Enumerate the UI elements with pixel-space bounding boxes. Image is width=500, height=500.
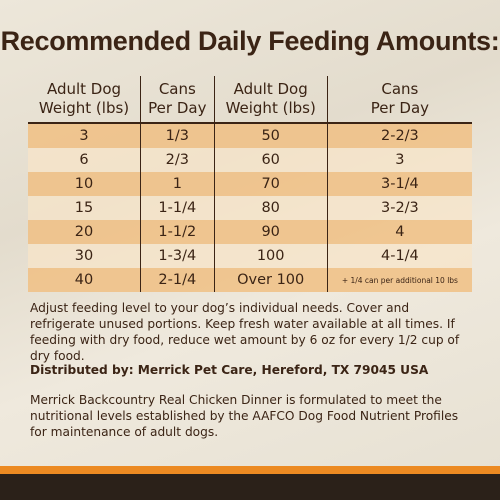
table-row: 10 1 70 3-1/4 — [28, 172, 472, 196]
table-row: 6 2/3 60 3 — [28, 148, 472, 172]
table-body: 3 1/3 50 2-2/3 6 2/3 60 3 10 1 70 3-1/4 15 1-1/4 80 3-2… — [28, 123, 472, 292]
table-cell: 3-2/3 — [326, 196, 472, 220]
table-cell: 100 — [213, 244, 328, 268]
table-cell: 4-1/4 — [326, 244, 472, 268]
table-cell: 3 — [326, 148, 472, 172]
table-cell: 4 — [326, 220, 472, 244]
orange-stripe — [0, 466, 500, 474]
footer-bar — [0, 474, 500, 500]
table-row: 3 1/3 50 2-2/3 — [28, 123, 472, 148]
title: Recommended Daily Feeding Amounts: — [0, 26, 500, 56]
table-cell: 90 — [213, 220, 328, 244]
table-cell: + 1/4 can per additional 10 lbs — [326, 268, 472, 292]
table-cell: 3-1/4 — [326, 172, 472, 196]
instructions: Adjust feeding level to your dog’s indiv… — [30, 301, 460, 363]
table-cell: 15 — [28, 196, 141, 220]
table-cell: 2/3 — [140, 148, 215, 172]
column-header: Adult Dog Weight (lbs) — [213, 76, 328, 124]
table-cell: 2-1/4 — [140, 268, 215, 292]
table-cell: 1-3/4 — [140, 244, 215, 268]
table-cell: 70 — [213, 172, 328, 196]
table-cell: 80 — [213, 196, 328, 220]
distributor: Distributed by: Merrick Pet Care, Herefo… — [30, 363, 429, 377]
column-header: Cans Per Day — [326, 76, 472, 124]
table-cell: 30 — [28, 244, 141, 268]
table-cell: 6 — [28, 148, 141, 172]
table-cell: 50 — [213, 123, 328, 148]
table-cell: 1 — [140, 172, 215, 196]
table-cell: 2-2/3 — [326, 123, 472, 148]
table-cell: 60 — [213, 148, 328, 172]
table-cell: Over 100 — [213, 268, 328, 292]
table-cell: 40 — [28, 268, 141, 292]
feeding-table: Adult Dog Weight (lbs) Cans Per Day Adult … — [28, 76, 472, 292]
table-cell: 1/3 — [140, 123, 215, 148]
table-cell: 1-1/2 — [140, 220, 215, 244]
statement: Merrick Backcountry Real Chicken Dinner … — [30, 393, 459, 439]
column-header: Cans Per Day — [140, 76, 215, 124]
table-cell: 3 — [28, 123, 141, 148]
table-cell: 1-1/4 — [140, 196, 215, 220]
header-row: Adult Dog Weight (lbs) Cans Per Day Adult … — [28, 76, 472, 124]
table-cell: 20 — [28, 220, 141, 244]
column-header: Adult Dog Weight (lbs) — [28, 76, 141, 124]
table-row: 40 2-1/4 Over 100 + 1/4 can per additional … — [28, 268, 472, 292]
table-row: 30 1-3/4 100 4-1/4 — [28, 244, 472, 268]
table-row: 15 1-1/4 80 3-2/3 — [28, 196, 472, 220]
table-row: 20 1-1/2 90 4 — [28, 220, 472, 244]
table-cell: 10 — [28, 172, 141, 196]
